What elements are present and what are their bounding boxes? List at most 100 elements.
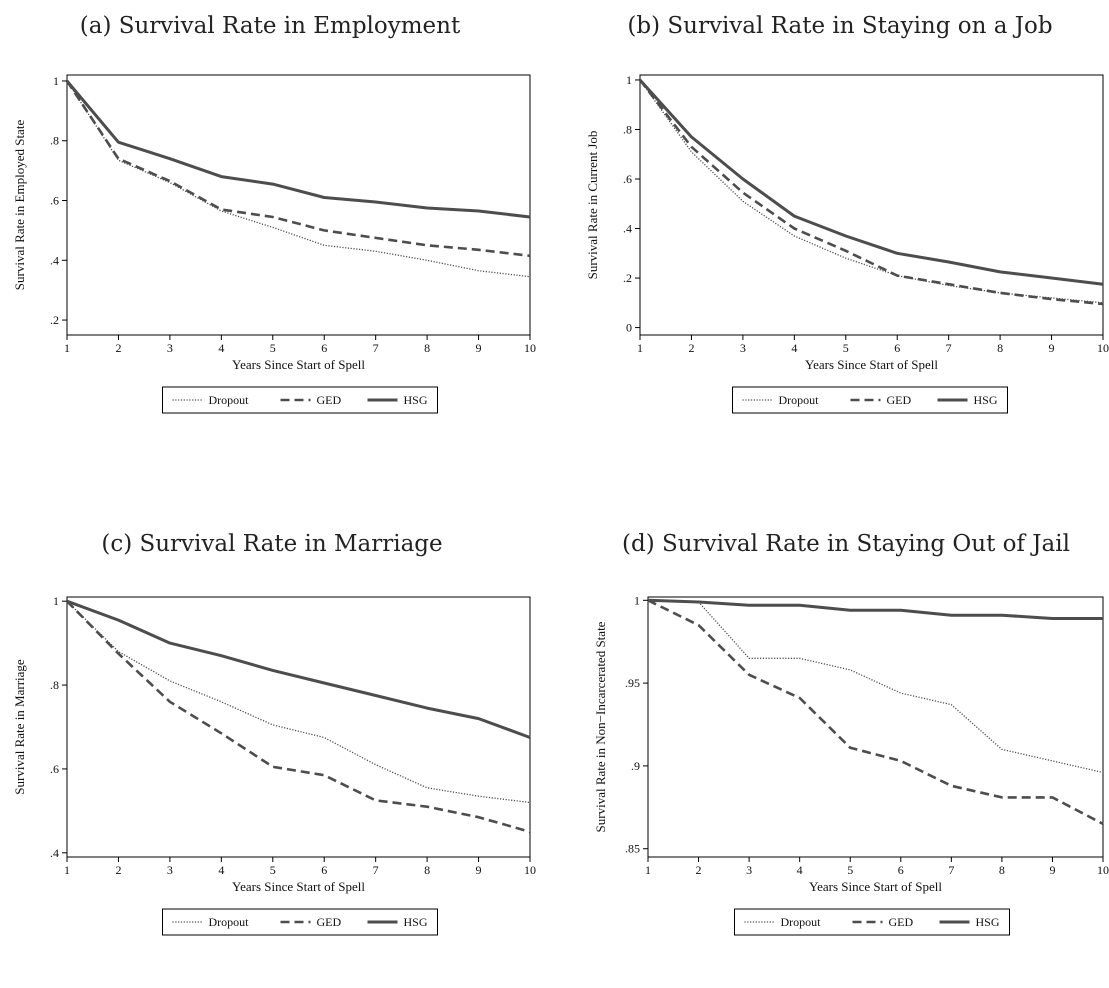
x-tick-label: 1 bbox=[64, 863, 70, 877]
x-tick-label: 6 bbox=[898, 863, 904, 877]
x-tick-label: 6 bbox=[321, 341, 327, 355]
x-tick-label: 8 bbox=[424, 341, 430, 355]
x-axis-label: Years Since Start of Spell bbox=[809, 879, 942, 894]
series-line-hsg bbox=[647, 598, 1103, 620]
x-tick-label: 10 bbox=[1097, 863, 1109, 877]
y-tick-label: .95 bbox=[625, 676, 640, 690]
y-tick-label: 1 bbox=[626, 73, 632, 87]
x-tick-label: 2 bbox=[115, 341, 121, 355]
y-axis-label: Survival Rate in Marriage bbox=[12, 659, 27, 795]
plot-frame bbox=[647, 596, 1104, 858]
x-tick-label: 4 bbox=[218, 341, 224, 355]
legend-label-dropout: Dropout bbox=[209, 393, 250, 407]
y-tick-label: .6 bbox=[50, 194, 59, 208]
x-tick-label: 2 bbox=[688, 341, 694, 355]
x-axis-label: Years Since Start of Spell bbox=[805, 357, 938, 372]
x-tick-label: 8 bbox=[424, 863, 430, 877]
y-tick-label: 0 bbox=[626, 321, 632, 335]
x-tick-label: 7 bbox=[373, 341, 379, 355]
y-tick-label: 1 bbox=[53, 74, 59, 88]
series-line-dropout bbox=[66, 600, 531, 804]
x-tick-label: 7 bbox=[948, 863, 954, 877]
y-axis-label: Survival Rate in Employed State bbox=[12, 120, 27, 291]
x-tick-label: 3 bbox=[167, 341, 173, 355]
y-tick-label: .85 bbox=[625, 842, 640, 856]
chart-title: (d) Survival Rate in Staying Out of Jail bbox=[622, 531, 1070, 557]
x-tick-label: 9 bbox=[1049, 341, 1055, 355]
legend-label-dropout: Dropout bbox=[779, 393, 820, 407]
chart-panel-d: (d) Survival Rate in Staying Out of Jail… bbox=[593, 531, 1109, 936]
x-tick-label: 1 bbox=[637, 341, 643, 355]
x-tick-label: 2 bbox=[696, 863, 702, 877]
chart-title: (c) Survival Rate in Marriage bbox=[101, 531, 442, 557]
x-tick-label: 8 bbox=[999, 863, 1005, 877]
x-tick-label: 7 bbox=[946, 341, 952, 355]
y-tick-label: .4 bbox=[623, 222, 632, 236]
x-tick-label: 7 bbox=[373, 863, 379, 877]
x-tick-label: 6 bbox=[321, 863, 327, 877]
y-tick-label: .4 bbox=[50, 253, 59, 267]
x-tick-label: 9 bbox=[476, 341, 482, 355]
legend-label-ged: GED bbox=[887, 393, 912, 407]
x-tick-label: 3 bbox=[167, 863, 173, 877]
x-tick-label: 2 bbox=[115, 863, 121, 877]
y-tick-label: 1 bbox=[53, 594, 59, 608]
y-axis-label: Survival Rate in Current Job bbox=[585, 131, 600, 280]
legend-label-ged: GED bbox=[317, 915, 342, 929]
series-line-ged bbox=[66, 600, 531, 834]
series-line-ged bbox=[638, 79, 1104, 306]
x-tick-label: 9 bbox=[1049, 863, 1055, 877]
x-tick-label: 4 bbox=[791, 341, 797, 355]
x-tick-label: 4 bbox=[797, 863, 803, 877]
legend-label-ged: GED bbox=[889, 915, 914, 929]
chart-title: (b) Survival Rate in Staying on a Job bbox=[627, 13, 1052, 39]
series-line-hsg bbox=[65, 80, 531, 219]
x-tick-label: 3 bbox=[740, 341, 746, 355]
x-tick-label: 1 bbox=[645, 863, 651, 877]
series-line-dropout bbox=[647, 599, 1104, 774]
series-line-hsg bbox=[638, 78, 1104, 286]
legend-label-dropout: Dropout bbox=[781, 915, 822, 929]
y-tick-label: .6 bbox=[50, 762, 59, 776]
x-tick-label: 10 bbox=[524, 863, 536, 877]
legend: Dropout GED HSG bbox=[162, 386, 438, 414]
x-tick-label: 3 bbox=[746, 863, 752, 877]
x-tick-label: 9 bbox=[476, 863, 482, 877]
y-tick-label: .2 bbox=[50, 313, 59, 327]
x-tick-label: 5 bbox=[847, 863, 853, 877]
legend-label-hsg: HSG bbox=[404, 915, 428, 929]
y-tick-label: .8 bbox=[50, 678, 59, 692]
x-tick-label: 8 bbox=[997, 341, 1003, 355]
x-tick-label: 10 bbox=[1097, 341, 1109, 355]
x-axis-label: Years Since Start of Spell bbox=[232, 357, 365, 372]
x-tick-label: 5 bbox=[270, 863, 276, 877]
y-axis-label: Survival Rate in Non−Incarcerated State bbox=[593, 621, 608, 832]
x-tick-label: 5 bbox=[270, 341, 276, 355]
legend-label-hsg: HSG bbox=[976, 915, 1000, 929]
x-tick-label: 1 bbox=[64, 341, 70, 355]
series-line-ged bbox=[65, 80, 531, 258]
y-tick-label: .6 bbox=[623, 172, 632, 186]
legend-label-ged: GED bbox=[317, 393, 342, 407]
chart-panel-a: (a) Survival Rate in Employment 1 2 3 4 5 6 7 8 9… bbox=[12, 13, 536, 414]
plot-frame bbox=[639, 74, 1104, 336]
legend: Dropout GED HSG bbox=[732, 386, 1008, 414]
y-tick-label: .8 bbox=[623, 122, 632, 136]
legend-label-dropout: Dropout bbox=[209, 915, 250, 929]
y-tick-label: .8 bbox=[50, 134, 59, 148]
legend-label-hsg: HSG bbox=[974, 393, 998, 407]
series-line-hsg bbox=[66, 599, 531, 739]
chart-title: (a) Survival Rate in Employment bbox=[80, 13, 461, 39]
y-tick-label: .9 bbox=[631, 759, 640, 773]
legend-label-hsg: HSG bbox=[404, 393, 428, 407]
series-line-dropout bbox=[66, 80, 531, 278]
chart-panel-c: (c) Survival Rate in Marriage 1 2 3 4 5 6 7 8 9 10… bbox=[12, 531, 536, 936]
x-tick-label: 5 bbox=[843, 341, 849, 355]
y-tick-label: 1 bbox=[634, 593, 640, 607]
series-line-ged bbox=[647, 599, 1104, 826]
x-axis-label: Years Since Start of Spell bbox=[232, 879, 365, 894]
series-line-dropout bbox=[639, 79, 1104, 304]
x-tick-label: 6 bbox=[894, 341, 900, 355]
x-tick-label: 4 bbox=[218, 863, 224, 877]
